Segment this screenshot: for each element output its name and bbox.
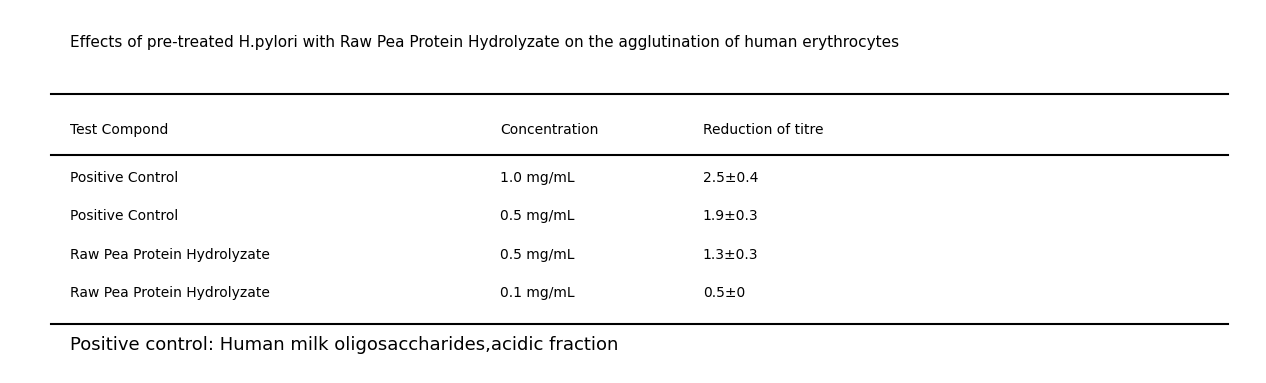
Text: Concentration: Concentration bbox=[500, 123, 599, 137]
Text: 2.5±0.4: 2.5±0.4 bbox=[703, 171, 758, 185]
Text: Raw Pea Protein Hydrolyzate: Raw Pea Protein Hydrolyzate bbox=[70, 248, 270, 262]
Text: 0.1 mg/mL: 0.1 mg/mL bbox=[500, 286, 575, 300]
Text: 0.5±0: 0.5±0 bbox=[703, 286, 744, 300]
Text: Positive Control: Positive Control bbox=[70, 210, 179, 223]
Text: Effects of pre-treated H.pylori with Raw Pea Protein Hydrolyzate on the agglutin: Effects of pre-treated H.pylori with Raw… bbox=[70, 34, 899, 50]
Text: 1.9±0.3: 1.9±0.3 bbox=[703, 210, 758, 223]
Text: Reduction of titre: Reduction of titre bbox=[703, 123, 823, 137]
Text: 0.5 mg/mL: 0.5 mg/mL bbox=[500, 248, 575, 262]
Text: Positive control: Human milk oligosaccharides,acidic fraction: Positive control: Human milk oligosaccha… bbox=[70, 336, 618, 354]
Text: Test Compond: Test Compond bbox=[70, 123, 168, 137]
Text: Raw Pea Protein Hydrolyzate: Raw Pea Protein Hydrolyzate bbox=[70, 286, 270, 300]
Text: 1.3±0.3: 1.3±0.3 bbox=[703, 248, 758, 262]
Text: 0.5 mg/mL: 0.5 mg/mL bbox=[500, 210, 575, 223]
Text: Positive Control: Positive Control bbox=[70, 171, 179, 185]
Text: 1.0 mg/mL: 1.0 mg/mL bbox=[500, 171, 575, 185]
